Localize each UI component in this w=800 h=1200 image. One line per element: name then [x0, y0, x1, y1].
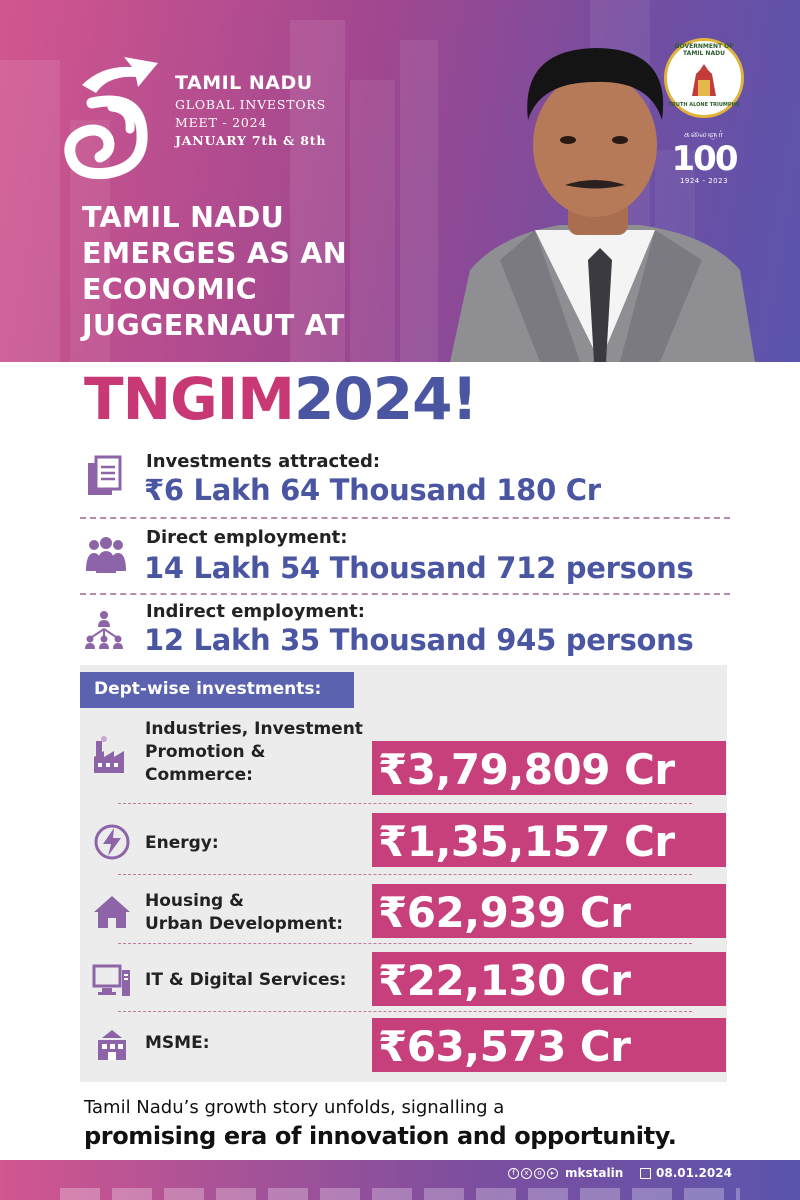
dept-value-industries: ₹3,79,809 Cr [372, 741, 726, 795]
centenary-tamil-text: கலைஞர் [683, 130, 725, 140]
centenary-logo: கலைஞர் 100 1924 - 2023 [664, 130, 744, 185]
stat-value: 14 Lakh 54 Thousand 712 persons [144, 551, 694, 585]
dept-value-msme: ₹63,573 Cr [372, 1018, 726, 1072]
divider [80, 593, 730, 595]
small-factory-icon [98, 1030, 126, 1060]
dept-label-msme: MSME: [145, 1032, 210, 1055]
footer-tagline-line1: Tamil Nadu’s growth story unfolds, signa… [84, 1097, 505, 1118]
dept-label-it: IT & Digital Services: [145, 969, 346, 992]
event-year: MEET - 2024 [175, 115, 268, 130]
tngim-logo-icon [64, 57, 158, 180]
x-icon[interactable]: x [521, 1168, 532, 1179]
house-icon [94, 896, 130, 928]
dept-label-line: Housing & [145, 891, 244, 911]
headline: TAMIL NADU EMERGES AS AN ECONOMIC JUGGER… [82, 200, 422, 344]
headline-line: ECONOMIC [82, 273, 257, 306]
stat-direct-employment: Direct employment: 14 Lakh 54 Thousand 7… [80, 523, 760, 593]
hero-banner: TAMIL NADU GLOBAL INVESTORS MEET - 2024 … [0, 0, 800, 362]
divider [118, 1011, 692, 1012]
emblem-text: GOVERNMENT OF TAMIL NADU TRUTH ALONE TRI… [664, 38, 744, 108]
people-group-icon [86, 537, 126, 573]
dept-label-line: MSME: [145, 1033, 210, 1053]
centenary-years: 1924 - 2023 [679, 177, 729, 185]
cropped-text-strip [60, 1188, 740, 1200]
dept-label-industries: Industries, Investment Promotion & Comme… [145, 718, 363, 787]
emblem-bottom-text: TRUTH ALONE TRIUMPHS [668, 102, 740, 108]
headline-line: EMERGES AS AN [82, 237, 347, 270]
title-part-year: 2024! [294, 365, 478, 433]
network-people-icon [85, 611, 123, 649]
youtube-icon[interactable]: ▸ [547, 1168, 558, 1179]
divider [118, 874, 692, 875]
stat-value: ₹6 Lakh 64 Thousand 180 Cr [144, 473, 601, 507]
energy-bolt-icon [94, 824, 130, 860]
emblem-top-text: GOVERNMENT OF TAMIL NADU [674, 43, 734, 57]
social-icons: f x o ▸ [508, 1168, 558, 1179]
dept-investments-panel [80, 665, 727, 1082]
event-subtitle: GLOBAL INVESTORS [175, 97, 326, 112]
stat-label: Direct employment: [146, 527, 348, 548]
headline-line: TAMIL NADU [82, 201, 285, 234]
stat-value: 12 Lakh 35 Thousand 945 persons [144, 623, 694, 657]
dept-label-line: IT & Digital Services: [145, 970, 347, 990]
calendar-icon [640, 1168, 651, 1179]
instagram-icon[interactable]: o [534, 1168, 545, 1179]
headline-line: JUGGERNAUT AT [82, 309, 345, 342]
centenary-number: 100 [671, 139, 739, 179]
divider [118, 803, 692, 804]
bottom-band [0, 1160, 800, 1200]
dept-value-it: ₹22,130 Cr [372, 952, 726, 1006]
temple-icon [692, 64, 716, 96]
stat-label: Indirect employment: [146, 601, 365, 622]
document-icon [88, 455, 122, 495]
stat-indirect-employment: Indirect employment: 12 Lakh 35 Thousand… [80, 599, 760, 663]
event-name: TAMIL NADU [175, 72, 313, 94]
title-part-tngim: TNGIM [84, 365, 295, 433]
dept-label-line: Industries, Investment [145, 719, 363, 739]
stat-label: Investments attracted: [146, 451, 381, 472]
page-title: TNGIM2024! [84, 365, 478, 433]
dept-label-line: Urban Development: [145, 914, 344, 934]
dept-value-energy: ₹1,35,157 Cr [372, 813, 726, 867]
dept-label-line: Energy: [145, 833, 219, 853]
social-handle: mkstalin [565, 1166, 624, 1180]
facebook-icon[interactable]: f [508, 1168, 519, 1179]
dept-label-line: Commerce: [145, 765, 253, 785]
dept-label-housing: Housing & Urban Development: [145, 890, 343, 936]
factory-icon [94, 736, 124, 773]
divider [80, 517, 730, 519]
event-dates: JANUARY 7th & 8th [175, 133, 327, 148]
stat-investments: Investments attracted: ₹6 Lakh 64 Thousa… [80, 447, 760, 517]
computer-icon [92, 964, 130, 996]
dept-value-housing: ₹62,939 Cr [372, 884, 726, 938]
dept-label-energy: Energy: [145, 832, 219, 855]
footer-tagline-line2: promising era of innovation and opportun… [84, 1122, 677, 1150]
dept-panel-header: Dept-wise investments: [80, 672, 354, 708]
post-date: 08.01.2024 [656, 1166, 732, 1180]
dept-label-line: Promotion & [145, 742, 266, 762]
divider [118, 943, 692, 944]
portrait-photo [450, 48, 755, 362]
